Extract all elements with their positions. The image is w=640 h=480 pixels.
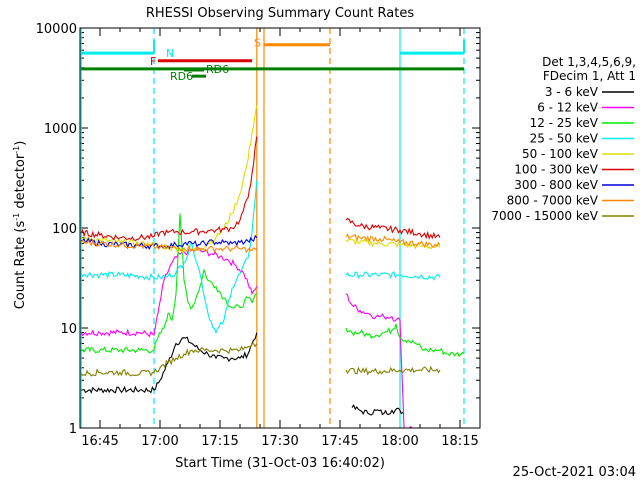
y-tick-label: 1000 <box>44 122 77 137</box>
y-axis-label-exponent: -1 <box>12 146 21 154</box>
legend-label: 3 - 6 keV <box>545 85 599 99</box>
series-line-800-7000-kev <box>80 239 257 254</box>
series-line-12-25-kev <box>345 323 465 358</box>
x-tick-label: 17:15 <box>201 434 238 449</box>
flag-annotation: F <box>150 55 156 68</box>
legend-header-line: Det 1,3,4,5,6,9, <box>542 55 636 69</box>
series-line-300-800-kev <box>81 234 258 250</box>
series-line-100-300-kev <box>80 136 258 242</box>
y-axis-label-exponent: -1 <box>12 213 21 221</box>
y-axis-label-part: Count Rate (s <box>13 221 28 310</box>
y-tick-label: 100 <box>52 222 77 237</box>
y-axis-label-part: ) <box>13 141 28 146</box>
x-tick-label: 18:00 <box>381 434 418 449</box>
y-axis-label-part: detector <box>13 153 28 213</box>
legend-label: 100 - 300 keV <box>514 163 598 177</box>
legend-label: 300 - 800 keV <box>514 178 598 192</box>
legend-label: 6 - 12 keV <box>537 101 599 115</box>
series-line-3-6-kev <box>81 332 258 394</box>
legend-header-line: FDecim 1, Att 1 <box>543 69 636 83</box>
series-line-7000-15000-kev <box>80 342 258 377</box>
y-axis-label: Count Rate (s-1 detector-1) <box>12 141 28 310</box>
legend-label: 25 - 50 keV <box>530 132 599 146</box>
series-line-6-12-kev <box>345 293 413 429</box>
flag-annotation: RD6 <box>170 70 193 83</box>
legend-label: 12 - 25 keV <box>530 116 599 130</box>
series-line-25-50-kev <box>80 180 258 335</box>
series-line-100-300-kev <box>345 217 441 240</box>
y-tick-label: 10 <box>60 322 77 337</box>
y-tick-label: 10000 <box>36 22 77 37</box>
series-line-6-12-kev <box>80 247 258 338</box>
series-line-3-6-kev <box>351 404 405 416</box>
chart-title: RHESSI Observing Summary Count Rates <box>146 6 415 21</box>
legend-label: 7000 - 15000 keV <box>491 209 598 223</box>
series-line-7000-15000-kev <box>345 365 441 376</box>
flag-annotation: N <box>166 47 174 60</box>
x-tick-label: 16:45 <box>81 434 118 449</box>
flag-annotation: RD6 <box>206 63 229 76</box>
x-tick-label: 18:15 <box>441 434 478 449</box>
timestamp: 25-Oct-2021 03:04 <box>513 465 636 480</box>
x-tick-label: 17:30 <box>261 434 298 449</box>
y-tick-label: 1 <box>69 422 77 437</box>
series-line-12-25-kev <box>81 213 257 354</box>
legend-label: 800 - 7000 keV <box>507 194 599 208</box>
x-tick-label: 17:45 <box>321 434 358 449</box>
flag-annotation: S <box>254 36 261 49</box>
series-line-25-50-kev <box>345 270 441 281</box>
legend-label: 50 - 100 keV <box>522 147 599 161</box>
plot-frame <box>79 27 481 429</box>
x-tick-label: 17:00 <box>141 434 178 449</box>
x-axis-label: Start Time (31-Oct-03 16:40:02) <box>175 456 385 471</box>
series-line-800-7000-kev <box>345 233 441 249</box>
plot-area: 1 10 100 1000 10000 16:45 17:00 17:15 17:30 17:45… <box>36 22 481 449</box>
